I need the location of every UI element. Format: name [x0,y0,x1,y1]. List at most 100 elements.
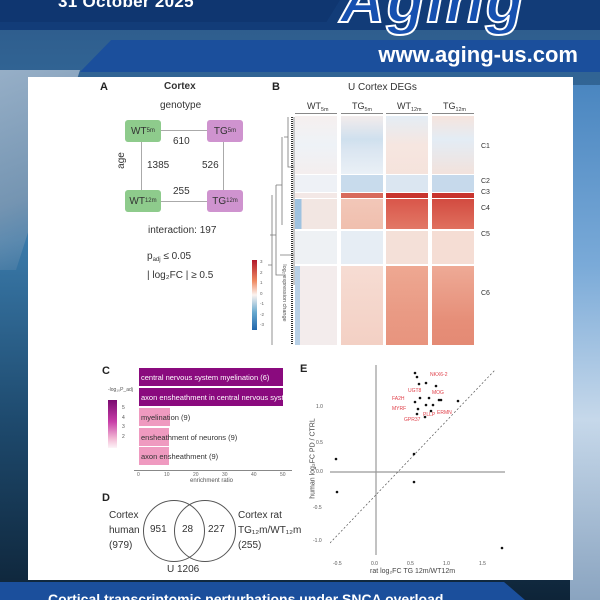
colorbar-ticks: 3 2 1 0 -1 -2 -3 [260,257,264,331]
gene-label-pllp: PLLP [423,412,436,418]
colorbar-tick: 3 [260,259,263,264]
article-title-bar [0,582,525,600]
y-tick: -1.0 [313,538,322,544]
edge-wt12-tg12 [160,201,220,202]
label-line: Cortex rat [238,510,282,521]
article-title[interactable]: Cortical transcriptomic perturbations un… [48,591,444,600]
cluster-label-c5: C5 [481,231,490,238]
cluster-label-c1: C1 [481,143,490,150]
cluster-label-c6: C6 [481,290,490,297]
padj-rest: ≤ 0.05 [160,251,192,262]
colorbar-tick: -1 [260,301,265,306]
gene-label-fa2h: FA2H [392,396,405,402]
col-divider [432,113,474,114]
panel-letter-b: B [272,81,280,93]
panel-letter-a: A [100,81,108,93]
enrichment-colorbar-ticks: 5 4 3 2 [122,404,125,442]
heatmap-col-header: TG12m [443,101,466,113]
edge-count-wt12-tg12: 255 [173,186,190,197]
col-sub: 12m [455,107,467,113]
node-sub: 5m [227,128,237,134]
colorbar-tick: 0 [260,290,263,296]
venn-left-label: Cortex human (979) [109,508,140,553]
gene-label-ermn: ERMN [437,410,452,416]
x-tick: 1.5 [479,561,486,567]
heatmap-column-tg12m [432,116,474,345]
col-base: TG [443,101,456,111]
issue-date: 31 October 2025 [58,0,194,11]
age-label: age [115,152,127,169]
label-line: TG₁₂m/WT₁₂m [238,525,302,536]
y-axis-label: human log₂FC PD / CTRL [309,418,317,499]
node-label: TG [212,195,227,207]
edge-wt5-wt12 [141,141,142,201]
background-decoration-right [570,85,600,600]
enrichment-colorbar [108,400,117,448]
padj-sub: adj [152,257,161,263]
y-tick: 0.0 [316,469,323,475]
heatmap-col-header: TG5m [352,101,372,113]
cluster-label-c4: C4 [481,205,490,212]
fc-threshold: | log₂FC | ≥ 0.5 [147,270,214,281]
colorbar-tick: 2 [260,269,263,275]
x-tick: 50 [280,472,286,478]
heatmap-column-tg5m [341,116,383,345]
y-tick: -0.5 [313,505,322,511]
venn-left-only: 951 [150,524,167,535]
colorbar-tick: 2 [122,433,125,440]
venn-overlap: 28 [182,524,194,535]
colorbar-tick: -3 [260,322,265,327]
x-axis-label: enrichment ratio [190,478,234,484]
node-wt-5m: WT 5m [125,120,161,142]
scatter-plot: NKX6-2 MOG UGT8 FA2H MYRF ERMN PLLP GPR3… [330,365,505,555]
heatmap-col-header: WT12m [397,101,422,113]
heatmap-column-wt5m [295,116,337,345]
col-base: WT [397,101,411,111]
node-label: TG [213,125,228,137]
venn-circle-rat [174,500,236,562]
heatmap-column-wt12m [386,116,428,345]
x-tick: -0.5 [333,561,342,567]
y-tick: 1.0 [316,404,323,410]
colorbar-label: log₂ expression change [281,264,287,322]
colorbar-tick: -2 [260,311,265,317]
node-tg-5m: TG 5m [207,120,243,142]
panel-b-title: U Cortex DEGs [348,82,417,93]
node-sub: 12m [144,198,157,204]
x-tick: 0 [137,472,140,478]
gene-label-mog: MOG [432,390,444,396]
journal-logo: Aging [339,0,526,37]
enrichment-bar[interactable]: myelination (9) [139,408,190,426]
colorbar-tick: 1 [260,280,263,285]
color-legend-title: -log₁₀P_adj [108,387,133,393]
x-tick: 1.0 [443,561,450,567]
x-tick: 0.0 [371,561,378,567]
node-tg-12m: TG 12m [207,190,243,212]
x-axis [134,470,292,471]
node-label: WT [129,195,145,207]
enrichment-bar[interactable]: ensheathment of neurons (9) [139,428,237,446]
edge-wt5-tg5 [160,130,220,131]
panel-letter-c: C [102,365,110,377]
enrichment-bar[interactable]: central nervous system myelination (6) [139,368,283,386]
venn-right-only: 227 [208,524,225,535]
url-bar [80,40,600,72]
x-tick: 10 [164,472,170,478]
cluster-label-c2: C2 [481,178,490,185]
gene-label-nkx6-2: NKX6-2 [430,372,448,378]
label-line: (255) [238,540,262,551]
node-sub: 12m [226,198,238,204]
colorbar-tick: 4 [122,414,125,421]
edge-count-wt5-tg5: 610 [173,136,190,147]
x-tick: 0.5 [407,561,414,567]
y-tick: 0.5 [316,440,323,446]
node-sub: 5m [146,128,155,134]
label-line: Cortex [109,510,139,521]
x-axis-label: rat log₂FC TG 12m/WT12m [370,568,456,575]
node-label: WT [131,125,147,137]
col-sub: 5m [321,107,329,113]
col-base: TG [352,101,365,111]
enrichment-bar[interactable]: axon ensheathment (9) [139,447,218,465]
journal-url[interactable]: www.aging-us.com [378,42,578,67]
enrichment-bar[interactable]: axon ensheathment in central nervous sys… [139,388,305,406]
